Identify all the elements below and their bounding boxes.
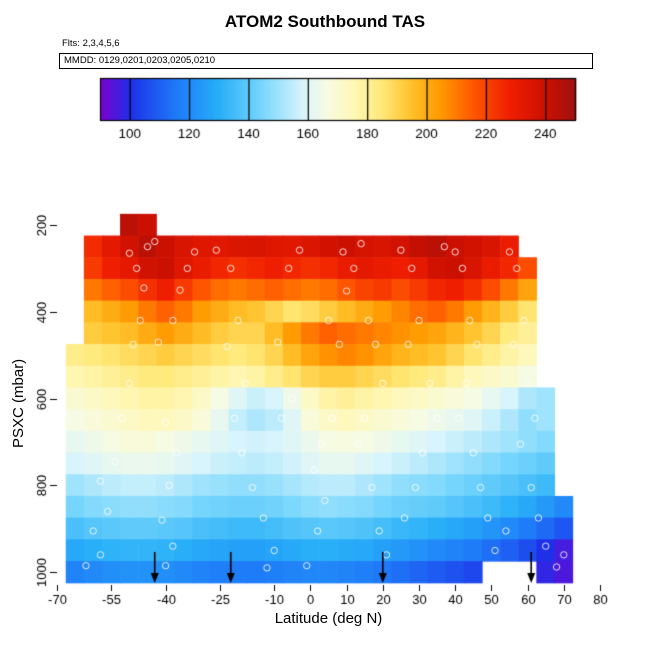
x-axis-title: Latitude (deg N) (274, 610, 383, 627)
mmdd-box: MMDD: 0129,0201,0203,0205,0210 (59, 53, 593, 69)
mmdd-label: MMDD: 0129,0201,0203,0205,0210 (64, 55, 216, 66)
flights-label: Flts: 2,3,4,5,6 (62, 38, 120, 49)
y-axis-title: PSXC (mbar) (10, 358, 27, 448)
chart-title: ATOM2 Southbound TAS (224, 12, 426, 31)
